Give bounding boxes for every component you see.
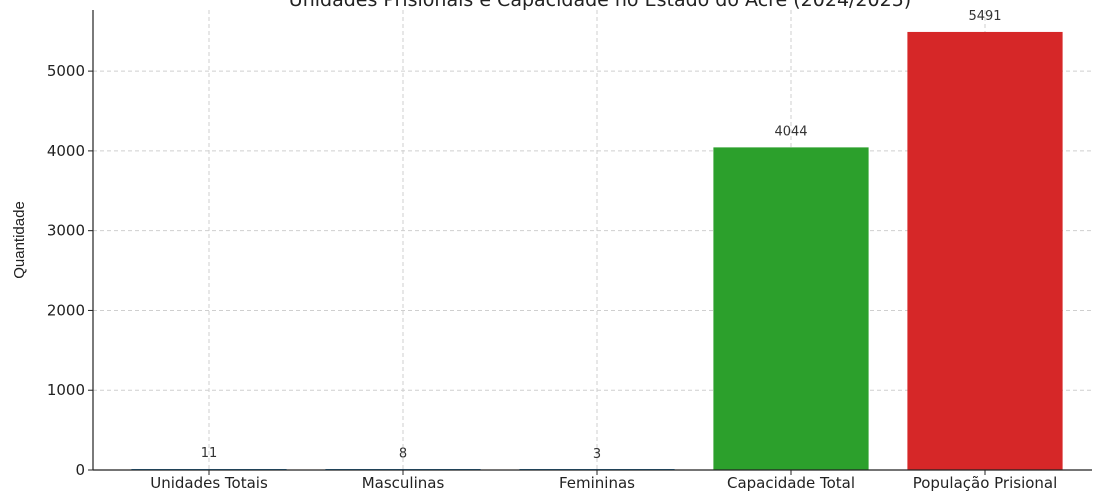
bar-value-label: 4044 [774, 124, 807, 139]
y-tick-label: 0 [75, 461, 85, 479]
axis-layer [92, 10, 1092, 471]
bar-value-label: 3 [593, 447, 601, 462]
y-tick-label: 1000 [47, 381, 85, 399]
bar-value-label: 5491 [968, 9, 1001, 24]
y-tick-label: 5000 [47, 62, 85, 80]
grid-layer [93, 10, 1092, 470]
y-axis-title: Quantidade [11, 201, 28, 279]
chart-title: Unidades Prisionais e Capacidade no Esta… [289, 0, 911, 11]
bar [907, 31, 1063, 470]
x-category-label: Unidades Totais [150, 474, 268, 492]
bar-value-label: 8 [399, 446, 407, 461]
y-tick-label: 4000 [47, 142, 85, 160]
bar-value-label: 11 [201, 446, 218, 461]
bar-layer [131, 31, 1063, 470]
x-category-label: Femininas [559, 474, 635, 492]
x-category-label: População Prisional [913, 474, 1058, 492]
y-tick-label: 3000 [47, 222, 85, 240]
x-category-label: Masculinas [362, 474, 445, 492]
label-layer: 0 1000 2000 3000 4000 5000 11 Unidades Totais 8 M… [47, 9, 1057, 492]
y-tick-label: 2000 [47, 301, 85, 319]
bar [713, 147, 869, 470]
x-category-label: Capacidade Total [727, 474, 855, 492]
